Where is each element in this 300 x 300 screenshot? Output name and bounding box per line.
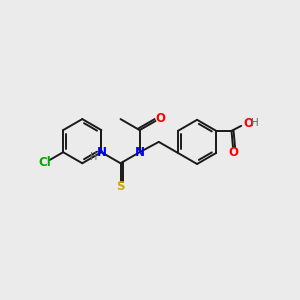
Text: N: N <box>96 146 106 159</box>
Text: S: S <box>116 180 125 193</box>
Text: O: O <box>244 117 254 130</box>
Text: O: O <box>228 146 238 159</box>
Text: H: H <box>251 118 259 128</box>
Text: O: O <box>155 112 165 125</box>
Text: H: H <box>90 152 97 162</box>
Text: Cl: Cl <box>38 156 51 169</box>
Text: N: N <box>135 146 145 159</box>
